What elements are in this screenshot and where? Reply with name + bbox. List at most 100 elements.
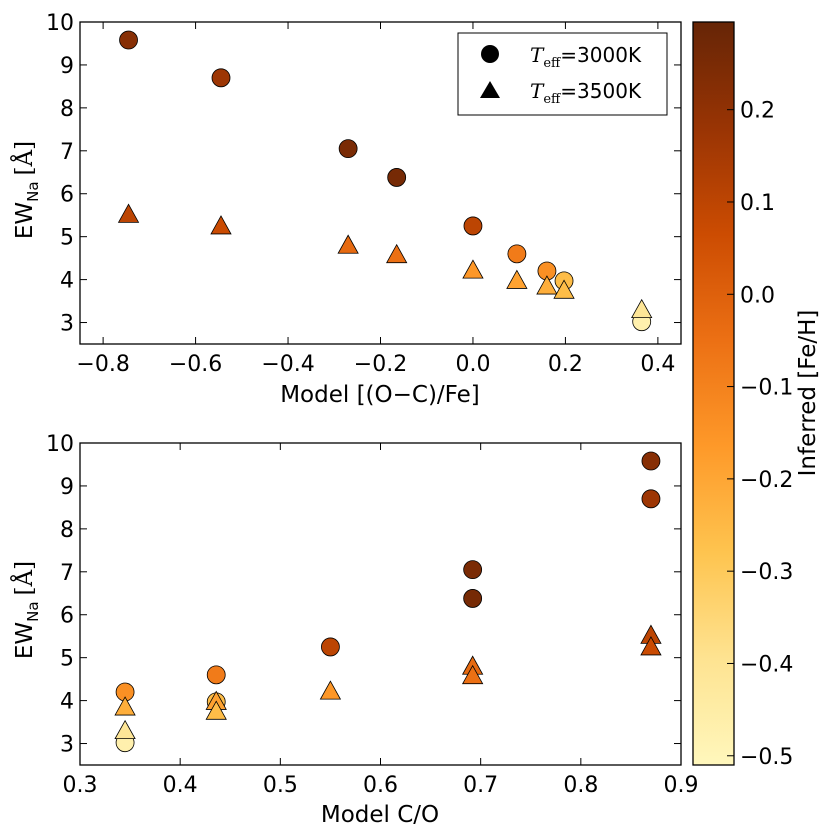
colorbar-tick-label: 0.1 [740, 191, 775, 216]
colorbar: −0.5 −0.4 −0.3 −0.2 −0.1 0.0 0.1 0.2 Inferred [… [692, 21, 821, 770]
colorbar-tick-label: −0.3 [740, 560, 793, 585]
top-y-label-main: EW [12, 202, 38, 239]
top-axis-ticks: −0.8 −0.6 −0.4 −0.2 0.0 0.2 0.4 3 4 5 6 7 8 9 10 [46, 11, 681, 377]
top-point-3500k [553, 279, 575, 299]
colorbar-tick-label: 0.2 [740, 99, 775, 124]
bottom-point-3000k [206, 665, 226, 685]
top-x-tick-label: −0.2 [354, 352, 407, 377]
svg-text:EWNa[Å]: EWNa [Å] [10, 561, 42, 659]
bottom-plot-frame [79, 442, 682, 766]
bottom-point-3000k [463, 560, 483, 580]
top-point-3500k [337, 234, 359, 254]
top-y-tick-label: 5 [60, 226, 74, 251]
bottom-y-tick-label: 10 [46, 432, 74, 457]
bottom-x-tick-label: 0.5 [263, 773, 298, 798]
top-x-tick-label: 0.0 [455, 352, 490, 377]
bottom-x-tick-label: 0.3 [63, 773, 98, 798]
bottom-x-tick-label: 0.7 [463, 773, 498, 798]
top-y-tick-label: 9 [60, 54, 74, 79]
bottom-y-label-main: EW [12, 622, 38, 659]
legend-entry-1-text: =3000K [560, 43, 642, 67]
svg-text:EWNa[Å]: EWNa [Å] [10, 141, 42, 239]
top-x-axis-label: Model [(O−C)/Fe] [280, 382, 480, 408]
bottom-point-3000k [321, 637, 340, 657]
top-y-tick-label: 7 [60, 140, 74, 165]
top-data-points [117, 30, 653, 332]
top-x-tick-label: −0.8 [76, 352, 129, 377]
bottom-point-3500k [640, 636, 662, 656]
top-point-3000k [387, 168, 407, 187]
colorbar-tick-label: 0.0 [740, 283, 775, 308]
colorbar-tick-label: −0.4 [740, 652, 793, 677]
svg-text:Teff=3500K: Teff=3500K [530, 79, 642, 107]
bottom-y-tick-label: 6 [60, 604, 74, 629]
top-point-3500k [631, 298, 653, 319]
top-scatter-panel: −0.8 −0.6 −0.4 −0.2 0.0 0.2 0.4 3 4 5 6 7 8 9 10 Model… [10, 11, 682, 408]
bottom-y-tick-label: 7 [60, 561, 74, 586]
colorbar-label: Inferred [Fe/H] [795, 310, 821, 477]
top-x-tick-label: −0.6 [169, 352, 222, 377]
top-y-label-sub: Na [24, 181, 42, 201]
bottom-y-tick-label: 4 [60, 690, 74, 715]
top-x-tick-label: 0.4 [640, 352, 675, 377]
bottom-y-tick-label: 3 [60, 733, 74, 758]
bottom-y-label-unit: [Å] [10, 561, 38, 596]
bottom-point-3500k [461, 664, 484, 685]
top-y-tick-label: 6 [60, 183, 74, 208]
bottom-y-tick-label: 5 [60, 647, 74, 672]
legend-triangle-marker [480, 81, 500, 98]
top-y-tick-label: 8 [60, 97, 74, 122]
top-x-tick-label: 0.2 [548, 352, 583, 377]
colorbar-tick-label: −0.2 [740, 468, 793, 493]
bottom-axis-ticks: 0.3 0.4 0.5 0.6 0.7 0.8 0.9 3 4 5 6 7 8 9 10 [46, 432, 699, 798]
top-point-3500k [210, 215, 232, 235]
bottom-y-axis-label: EWNa [Å] [10, 561, 42, 659]
bottom-x-axis-label: Model C/O [321, 802, 439, 828]
bottom-x-tick-label: 0.4 [163, 773, 198, 798]
top-point-3500k [386, 243, 408, 264]
legend-entry-2-text: =3500K [560, 79, 642, 103]
bottom-point-3500k [114, 719, 136, 740]
top-point-3000k [119, 30, 138, 50]
bottom-y-tick-label: 9 [60, 475, 74, 500]
bottom-x-tick-label: 0.8 [563, 773, 598, 798]
bottom-y-label-sub: Na [24, 601, 42, 621]
svg-text:Teff=3000K: Teff=3000K [530, 43, 642, 71]
top-y-label-unit: [Å] [10, 141, 38, 176]
top-y-tick-label: 10 [46, 11, 74, 36]
top-point-3500k [117, 203, 140, 223]
legend-entry-1-subscript: eff [543, 56, 562, 71]
bottom-x-tick-label: 0.9 [664, 773, 699, 798]
legend-entry-2-subscript: eff [543, 92, 562, 107]
bottom-point-3000k [641, 489, 661, 509]
top-y-axis-label: EWNa [Å] [10, 141, 42, 239]
bottom-point-3500k [205, 700, 227, 720]
top-point-3000k [463, 216, 483, 236]
bottom-x-tick-label: 0.6 [363, 773, 398, 798]
bottom-data-points [114, 451, 662, 753]
bottom-y-tick-label: 8 [60, 518, 74, 543]
legend-entry-2-symbol: T [530, 79, 545, 103]
legend: Teff=3000K Teff=3500K [457, 32, 668, 116]
bottom-point-3500k [114, 696, 136, 716]
legend-circle-marker [481, 45, 499, 63]
top-point-3000k [507, 244, 527, 264]
colorbar-ticks: −0.5 −0.4 −0.3 −0.2 −0.1 0.0 0.1 0.2 [727, 99, 793, 770]
colorbar-tick-label: −0.1 [740, 376, 793, 401]
top-point-3000k [211, 68, 231, 88]
top-point-3500k [462, 259, 484, 279]
bottom-scatter-panel: 0.3 0.4 0.5 0.6 0.7 0.8 0.9 3 4 5 6 7 8 9 10 Model C/O… [10, 432, 699, 828]
colorbar-tick-label: −0.5 [740, 745, 793, 770]
bottom-point-3000k [641, 451, 661, 471]
top-y-tick-label: 3 [60, 312, 74, 337]
top-point-3500k [506, 269, 528, 289]
top-point-3500k [536, 275, 558, 295]
top-y-tick-label: 4 [60, 269, 74, 294]
bottom-point-3500k [319, 680, 342, 700]
colorbar-gradient [692, 21, 735, 766]
legend-entry-1-symbol: T [530, 43, 545, 67]
top-point-3000k [338, 139, 358, 159]
top-x-tick-label: −0.4 [261, 352, 314, 377]
bottom-point-3000k [463, 589, 483, 608]
